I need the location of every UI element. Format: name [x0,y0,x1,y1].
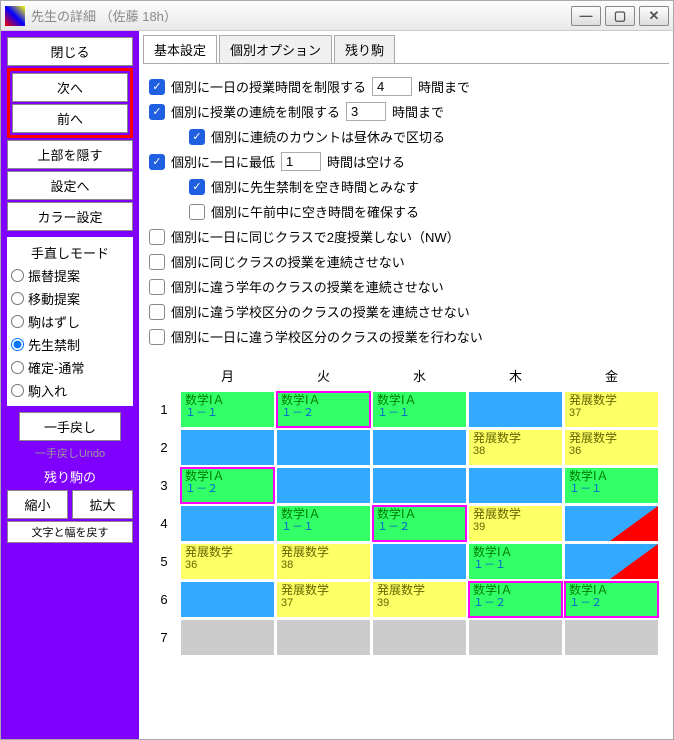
checkbox-no-repeat-class[interactable] [149,229,165,245]
schedule-cell[interactable]: 発展数学36 [181,544,274,579]
schedule-cell[interactable]: 数学ⅠＡ１－１ [277,506,370,541]
prev-button[interactable]: 前へ [12,104,128,133]
checkbox-min-free[interactable]: ✓ [149,154,165,170]
limit-hours-input[interactable] [372,77,412,96]
shrink-button[interactable]: 縮小 [7,490,68,519]
schedule-cell[interactable]: 数学ⅠＡ１－１ [373,392,466,427]
mode-radio-move[interactable]: 移動提案 [9,287,131,310]
main-panel: 基本設定 個別オプション 残り駒 ✓ 個別に一日の授業時間を制限する 時間まで … [139,31,673,739]
titlebar: 先生の詳細 （佐藤 18h） — ▢ ✕ [1,1,673,31]
schedule-cell[interactable] [373,430,466,465]
schedule-cell[interactable] [181,582,274,617]
schedule-cell[interactable] [469,620,562,655]
schedule-cell[interactable] [565,506,658,541]
settings-button[interactable]: 設定へ [7,171,133,200]
maximize-button[interactable]: ▢ [605,6,635,26]
schedule-cell[interactable] [277,620,370,655]
schedule-cell[interactable]: 発展数学39 [373,582,466,617]
checkbox-no-consecutive-grade[interactable] [149,279,165,295]
undo-small-label: 一手戻しUndo [19,443,121,463]
mode-radio-swap[interactable]: 振替提案 [9,264,131,287]
mode-radio-forbid[interactable]: 先生禁制 [9,333,131,356]
checkbox-no-consecutive-school[interactable] [149,304,165,320]
schedule-cell[interactable]: 発展数学37 [277,582,370,617]
checkbox-no-consecutive-same[interactable] [149,254,165,270]
schedule-cell[interactable] [277,468,370,503]
schedule-grid: 月火水木金1数学ⅠＡ１－１数学ⅠＡ１－２数学ⅠＡ１－１発展数学372発展数学38… [143,359,669,658]
schedule-cell[interactable]: 数学ⅠＡ１－２ [373,506,466,541]
expand-button[interactable]: 拡大 [72,490,133,519]
next-button[interactable]: 次へ [12,73,128,102]
schedule-cell[interactable]: 発展数学37 [565,392,658,427]
app-window: 先生の詳細 （佐藤 18h） — ▢ ✕ 閉じる 次へ 前へ 上部を隠す 設定へ… [0,0,674,740]
period-label: 2 [150,430,178,465]
schedule-cell[interactable]: 発展数学39 [469,506,562,541]
minimize-button[interactable]: — [571,6,601,26]
schedule-cell[interactable]: 数学ⅠＡ１－２ [565,582,658,617]
checkbox-no-diff-school-day[interactable] [149,329,165,345]
schedule-cell[interactable] [277,430,370,465]
mode-label: 手直しモード [9,241,131,264]
mode-radio-fix[interactable]: 確定-通常 [9,356,131,379]
options-panel: ✓ 個別に一日の授業時間を制限する 時間まで ✓ 個別に授業の連続を制限する 時… [143,64,669,359]
limit-consecutive-input[interactable] [346,102,386,121]
period-label: 1 [150,392,178,427]
schedule-cell[interactable]: 発展数学38 [277,544,370,579]
sidebar: 閉じる 次へ 前へ 上部を隠す 設定へ カラー設定 手直しモード 振替提案 移動… [1,31,139,739]
schedule-cell[interactable] [181,430,274,465]
hide-top-button[interactable]: 上部を隠す [7,140,133,169]
schedule-cell[interactable]: 発展数学36 [565,430,658,465]
checkbox-lunch-break[interactable]: ✓ [189,129,205,145]
close-window-button[interactable]: ✕ [639,6,669,26]
schedule-cell[interactable] [373,468,466,503]
day-header: 火 [277,362,370,389]
schedule-cell[interactable]: 数学ⅠＡ１－１ [565,468,658,503]
schedule-cell[interactable]: 数学ⅠＡ１－２ [469,582,562,617]
reset-width-button[interactable]: 文字と幅を戻す [7,521,133,543]
checkbox-morning-free[interactable] [189,204,205,220]
nav-highlight-box: 次へ 前へ [7,68,133,138]
period-label: 7 [150,620,178,655]
schedule-cell[interactable]: 発展数学38 [469,430,562,465]
period-label: 4 [150,506,178,541]
schedule-cell[interactable]: 数学ⅠＡ１－１ [469,544,562,579]
checkbox-limit-hours[interactable]: ✓ [149,79,165,95]
period-label: 6 [150,582,178,617]
schedule-cell[interactable] [181,620,274,655]
undo-button[interactable]: 一手戻し [19,412,121,441]
checkbox-limit-consecutive[interactable]: ✓ [149,104,165,120]
schedule-cell[interactable] [469,392,562,427]
min-free-input[interactable] [281,152,321,171]
period-label: 5 [150,544,178,579]
app-icon [5,6,25,26]
color-settings-button[interactable]: カラー設定 [7,202,133,231]
remaining-label: 残り駒の [7,465,133,488]
tab-individual[interactable]: 個別オプション [219,35,332,63]
schedule-cell[interactable] [565,620,658,655]
window-title: 先生の詳細 （佐藤 18h） [31,6,571,25]
period-label: 3 [150,468,178,503]
tabs: 基本設定 個別オプション 残り駒 [143,35,669,64]
schedule-cell[interactable] [373,620,466,655]
schedule-cell[interactable]: 数学ⅠＡ１－２ [277,392,370,427]
schedule-cell[interactable] [181,506,274,541]
mode-radio-group: 手直しモード 振替提案 移動提案 駒はずし 先生禁制 確定-通常 駒入れ [7,237,133,406]
mode-radio-insert[interactable]: 駒入れ [9,379,131,402]
mode-radio-remove[interactable]: 駒はずし [9,310,131,333]
schedule-cell[interactable] [565,544,658,579]
checkbox-forbid-as-free[interactable]: ✓ [189,179,205,195]
close-button[interactable]: 閉じる [7,37,133,66]
schedule-cell[interactable]: 数学ⅠＡ１－２ [181,468,274,503]
tab-remaining[interactable]: 残り駒 [334,35,395,63]
tab-basic[interactable]: 基本設定 [143,35,217,63]
schedule-cell[interactable] [469,468,562,503]
schedule-cell[interactable]: 数学ⅠＡ１－１ [181,392,274,427]
day-header: 水 [373,362,466,389]
schedule-cell[interactable] [373,544,466,579]
day-header: 木 [469,362,562,389]
day-header: 金 [565,362,658,389]
day-header: 月 [181,362,274,389]
